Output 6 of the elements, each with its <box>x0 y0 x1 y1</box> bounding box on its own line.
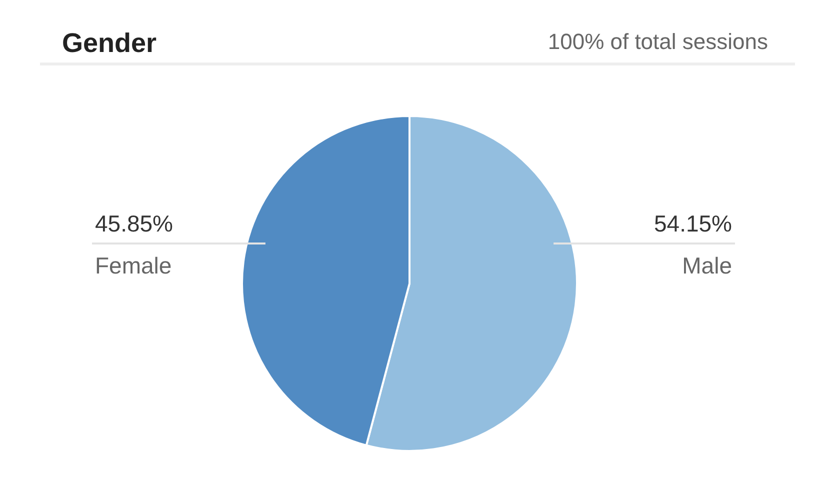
data-label: 45.85% <box>95 210 174 236</box>
slice-label: Male <box>682 252 732 278</box>
chart-subtitle: 100% of total sessions <box>548 29 768 54</box>
data-label: 54.15% <box>654 210 732 236</box>
chart-title: Gender <box>62 28 158 58</box>
slice-label: Female <box>95 252 172 278</box>
